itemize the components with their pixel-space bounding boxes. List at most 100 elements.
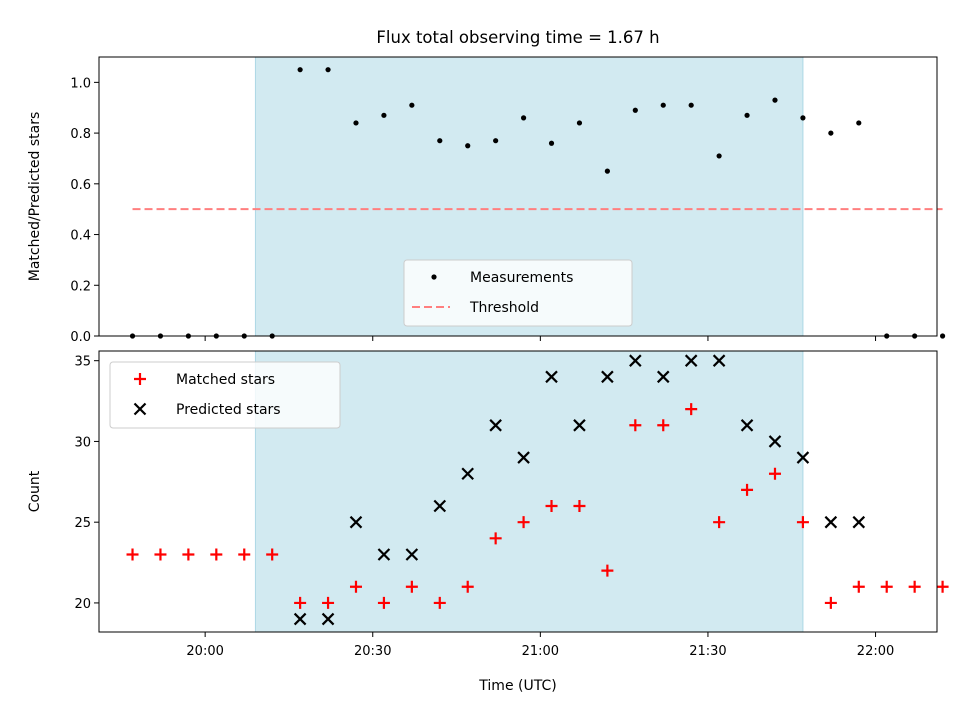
matched-stars-point bbox=[601, 564, 614, 577]
predicted-stars-point bbox=[712, 354, 726, 367]
predicted-stars-point bbox=[852, 515, 866, 529]
bottom-legend-box bbox=[109, 361, 341, 429]
matched-stars-point bbox=[182, 548, 195, 561]
top-y-tick-label: 0.6 bbox=[70, 178, 91, 193]
measurements-point bbox=[632, 107, 638, 113]
legend-key-predicted-stars bbox=[133, 402, 147, 416]
predicted-stars-point bbox=[349, 515, 363, 529]
matched-stars-point bbox=[294, 596, 307, 609]
predicted-stars-point bbox=[293, 612, 307, 626]
measurements-point bbox=[381, 112, 387, 118]
matched-stars-point bbox=[824, 596, 837, 609]
matched-stars-point bbox=[573, 500, 586, 513]
bottom-y-axis-label: Count bbox=[27, 470, 43, 512]
predicted-stars-point bbox=[796, 451, 810, 464]
bottom-y-tick-label: 25 bbox=[74, 516, 91, 531]
matched-stars-point bbox=[126, 548, 139, 561]
top-plot-frame bbox=[98, 56, 938, 337]
predicted-stars-point bbox=[433, 499, 447, 513]
measurements-point bbox=[409, 102, 415, 108]
matched-stars-point bbox=[629, 419, 642, 432]
measurements-point bbox=[688, 102, 694, 108]
matched-stars-point bbox=[154, 548, 167, 561]
matched-stars-point bbox=[768, 467, 781, 480]
x-axis-label: Time (UTC) bbox=[478, 678, 556, 694]
top-y-tick-label: 0.4 bbox=[70, 229, 91, 244]
top-panel-ratio: 0.0 0.2 0.4 0.6 0.8 1.0 Matched/Predicted star… bbox=[27, 56, 946, 345]
predicted-stars-point bbox=[740, 419, 754, 432]
top-y-tick-label: 0.8 bbox=[70, 127, 91, 142]
measurements-point bbox=[465, 143, 471, 149]
measurements-point bbox=[520, 115, 527, 121]
measurements-point bbox=[548, 140, 555, 146]
predicted-stars-point bbox=[489, 419, 502, 432]
measurements-point bbox=[604, 168, 610, 174]
top-y-tick-label: 0.2 bbox=[70, 279, 91, 294]
measurements-point bbox=[660, 102, 666, 108]
matched-stars-point bbox=[796, 516, 809, 529]
matched-stars-point bbox=[461, 580, 474, 593]
x-tick-label: 20:00 bbox=[186, 644, 223, 659]
predicted-stars-point bbox=[545, 370, 558, 384]
matched-stars-point bbox=[489, 532, 502, 545]
measurements-point bbox=[744, 112, 750, 118]
measurements-point bbox=[800, 115, 806, 121]
matched-stars-point bbox=[433, 596, 446, 609]
measurements-point bbox=[772, 97, 778, 103]
predicted-stars-point bbox=[377, 548, 391, 561]
legend-key-measurements bbox=[431, 274, 437, 280]
matched-stars-point bbox=[349, 580, 362, 593]
measurements-point bbox=[297, 67, 303, 73]
matched-stars-point bbox=[908, 580, 921, 593]
legend-label-measurements: Measurements bbox=[470, 270, 573, 286]
matched-stars-point bbox=[405, 580, 418, 593]
predicted-stars-point bbox=[517, 451, 530, 464]
matched-stars-point bbox=[517, 516, 530, 529]
predicted-stars-point bbox=[321, 612, 335, 626]
measurements-point bbox=[437, 138, 443, 144]
predicted-stars-point bbox=[461, 467, 474, 481]
top-y-axis-label: Matched/Predicted stars bbox=[27, 112, 43, 282]
predicted-stars-point bbox=[768, 435, 782, 448]
matched-stars-point bbox=[852, 580, 865, 593]
legend-key-matched-stars bbox=[134, 373, 146, 385]
matched-stars-point bbox=[238, 548, 251, 561]
predicted-stars-point bbox=[573, 419, 586, 432]
matched-stars-point bbox=[685, 403, 698, 416]
measurements-point bbox=[828, 130, 834, 136]
predicted-stars-point bbox=[405, 548, 419, 561]
x-tick-label: 22:00 bbox=[857, 644, 894, 659]
predicted-stars-point bbox=[656, 370, 670, 384]
matched-stars-point bbox=[266, 548, 279, 561]
measurements-point bbox=[576, 120, 583, 126]
chart-title: Flux total observing time = 1.67 h bbox=[376, 28, 659, 47]
matched-stars-point bbox=[377, 596, 390, 609]
bottom-plot-frame bbox=[98, 350, 938, 633]
top-legend-box bbox=[403, 259, 633, 327]
measurements-point bbox=[856, 120, 862, 126]
predicted-stars-point bbox=[684, 354, 698, 367]
bottom-y-tick-label: 35 bbox=[74, 355, 91, 370]
measurements-point bbox=[325, 67, 331, 73]
matched-stars-point bbox=[713, 516, 726, 529]
predicted-stars-point bbox=[824, 515, 838, 529]
matched-stars-point bbox=[880, 580, 893, 593]
bottom-y-tick-label: 30 bbox=[74, 435, 91, 450]
matched-stars-point bbox=[936, 580, 949, 593]
measurements-point bbox=[939, 333, 946, 339]
top-y-tick-label: 1.0 bbox=[70, 76, 91, 91]
top-y-tick-label: 0.0 bbox=[70, 330, 91, 345]
measurements-point bbox=[716, 153, 722, 159]
x-tick-label: 20:30 bbox=[354, 644, 391, 659]
x-tick-label: 21:30 bbox=[689, 644, 726, 659]
legend-label-matched-stars: Matched stars bbox=[176, 372, 275, 388]
matched-stars-point bbox=[322, 596, 335, 609]
legend-label-threshold: Threshold bbox=[469, 300, 539, 316]
matched-stars-point bbox=[657, 419, 670, 432]
measurements-point bbox=[353, 120, 359, 126]
bottom-y-tick-label: 20 bbox=[74, 597, 91, 612]
bottom-panel-counts: 20 25 30 35 20:00 20:30 21:00 21:30 22:00 Count Ma… bbox=[27, 350, 949, 659]
predicted-stars-point bbox=[629, 354, 642, 367]
matched-stars-point bbox=[741, 483, 754, 496]
